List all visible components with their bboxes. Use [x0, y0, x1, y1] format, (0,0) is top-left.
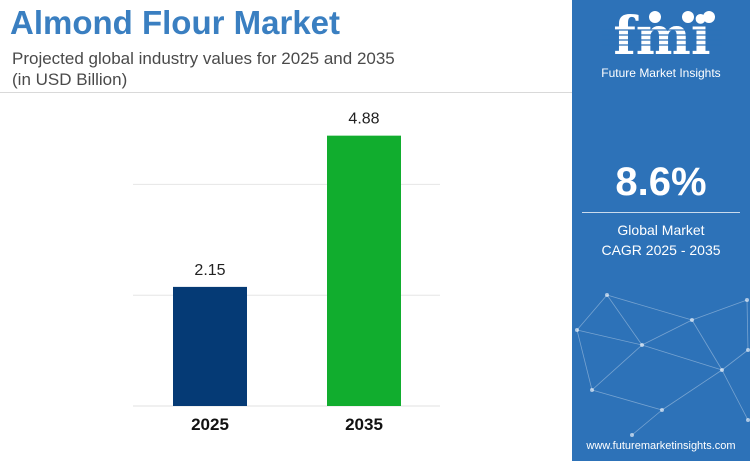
cagr-label-line-1: Global Market	[617, 222, 705, 238]
cagr-label-line-2: CAGR 2025 - 2035	[601, 242, 721, 258]
sidebar-panel: fmi Future Market Insights 8.6% Global M…	[572, 0, 750, 461]
subtitle-line-2: (in USD Billion)	[12, 70, 128, 89]
brand-name: Future Market Insights	[601, 66, 721, 80]
logo-dot-1	[649, 11, 661, 23]
chart-subtitle: Projected global industry values for 202…	[12, 48, 395, 90]
x-tick-label-2025: 2025	[191, 415, 229, 434]
logo-dot-2	[682, 11, 694, 23]
subtitle-line-1: Projected global industry values for 202…	[12, 49, 395, 68]
network-graphic	[575, 293, 750, 437]
logo-dot-3	[703, 11, 715, 23]
cagr-divider	[582, 212, 740, 213]
chart-title: Almond Flour Market	[10, 4, 341, 41]
cagr-label: Global Market CAGR 2025 - 2035	[572, 220, 750, 260]
logo-stripes	[602, 29, 722, 46]
title-divider	[0, 92, 572, 93]
bar-chart: 2.15 2025 4.88 2035	[133, 111, 440, 434]
data-label-2035: 4.88	[348, 111, 379, 128]
data-label-2025: 2.15	[194, 262, 225, 279]
bar-2035	[327, 135, 401, 407]
chart-panel: Almond Flour Market Projected global ind…	[0, 4, 572, 434]
website-url: www.futuremarketinsights.com	[586, 440, 736, 452]
x-tick-label-2035: 2035	[345, 415, 383, 434]
bar-2025	[173, 286, 247, 406]
fmi-logo: fmi	[602, 8, 722, 62]
cagr-value: 8.6%	[615, 160, 707, 204]
